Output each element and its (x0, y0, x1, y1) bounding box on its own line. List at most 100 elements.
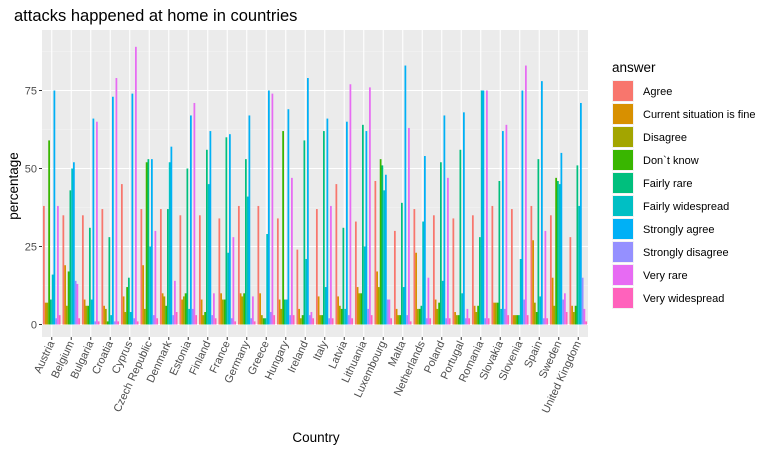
bar (523, 299, 526, 325)
legend-label: Agree (643, 86, 672, 98)
bar (179, 215, 182, 325)
bar (165, 305, 167, 325)
bar (342, 227, 345, 325)
bar (539, 296, 542, 325)
bar (168, 162, 171, 325)
bar (347, 315, 350, 325)
bar (377, 287, 380, 325)
bar (124, 312, 127, 325)
bar (477, 305, 479, 325)
bar (198, 215, 201, 325)
bar (429, 318, 432, 325)
bar (546, 318, 549, 325)
y-tick-label: 50 (25, 164, 37, 176)
bar (454, 312, 456, 325)
bar (461, 293, 464, 325)
bar (50, 299, 52, 325)
bar (541, 81, 543, 325)
bar (432, 215, 435, 325)
bar (455, 315, 458, 325)
bar (200, 299, 203, 325)
bar (482, 90, 485, 325)
bar (386, 299, 389, 325)
bar (214, 318, 217, 325)
bar (374, 180, 377, 325)
bar (135, 46, 137, 325)
bar (204, 312, 206, 325)
bar (174, 280, 176, 325)
bar (518, 315, 520, 325)
bar (503, 308, 506, 325)
bar (326, 118, 329, 325)
bar (473, 305, 476, 325)
bar (104, 308, 107, 325)
bar (507, 315, 510, 325)
bar (558, 184, 561, 325)
bar (385, 174, 387, 325)
bar (388, 299, 391, 325)
bar (90, 299, 93, 325)
bar (315, 209, 318, 325)
bar (441, 280, 444, 325)
bar (172, 315, 175, 325)
bar (151, 159, 153, 325)
bar (340, 308, 343, 325)
bar (452, 218, 455, 325)
bar (393, 230, 396, 325)
bar (221, 299, 224, 325)
legend-swatch (613, 265, 633, 285)
bar (569, 237, 572, 325)
bar (220, 293, 222, 325)
bar (399, 315, 401, 325)
bar (237, 205, 240, 325)
bar (475, 312, 478, 325)
bar (436, 308, 439, 325)
x-axis-label: Country (292, 430, 340, 445)
bar (312, 318, 315, 325)
bar (578, 205, 581, 325)
bar (363, 246, 366, 325)
bar (136, 321, 139, 325)
bar (282, 131, 284, 325)
bar (365, 131, 368, 325)
bar (381, 165, 384, 325)
bar (223, 299, 226, 325)
bar (560, 152, 563, 325)
bar (324, 287, 327, 325)
bar (69, 190, 72, 325)
bar (457, 315, 460, 325)
legend-label: Don`t know (643, 155, 699, 167)
bar (533, 302, 536, 325)
bar (142, 265, 144, 325)
bar (227, 252, 230, 325)
legend-swatch (613, 104, 633, 124)
bar (213, 293, 215, 325)
bar (425, 318, 428, 325)
bar (108, 237, 111, 325)
bar (64, 265, 66, 325)
bar (404, 65, 407, 325)
bar (207, 184, 210, 325)
legend-swatch (613, 173, 633, 193)
bar (505, 124, 508, 325)
bar (565, 312, 568, 325)
bar (298, 308, 300, 325)
bar (67, 271, 70, 325)
x-tick-label: Italy (311, 339, 331, 363)
legend-label: Fairly rare (643, 178, 693, 190)
bar (402, 287, 405, 325)
bar (415, 252, 417, 325)
bar (51, 274, 54, 325)
bar (580, 102, 582, 325)
bar (193, 102, 196, 325)
bar (131, 93, 134, 325)
bar (152, 315, 155, 325)
legend-swatch (613, 219, 633, 239)
bar (401, 202, 403, 325)
bar (323, 131, 325, 325)
bar (129, 312, 132, 325)
legend-label: Disagree (643, 132, 687, 144)
bar (140, 209, 143, 325)
bar (96, 121, 98, 325)
bar (496, 302, 499, 325)
